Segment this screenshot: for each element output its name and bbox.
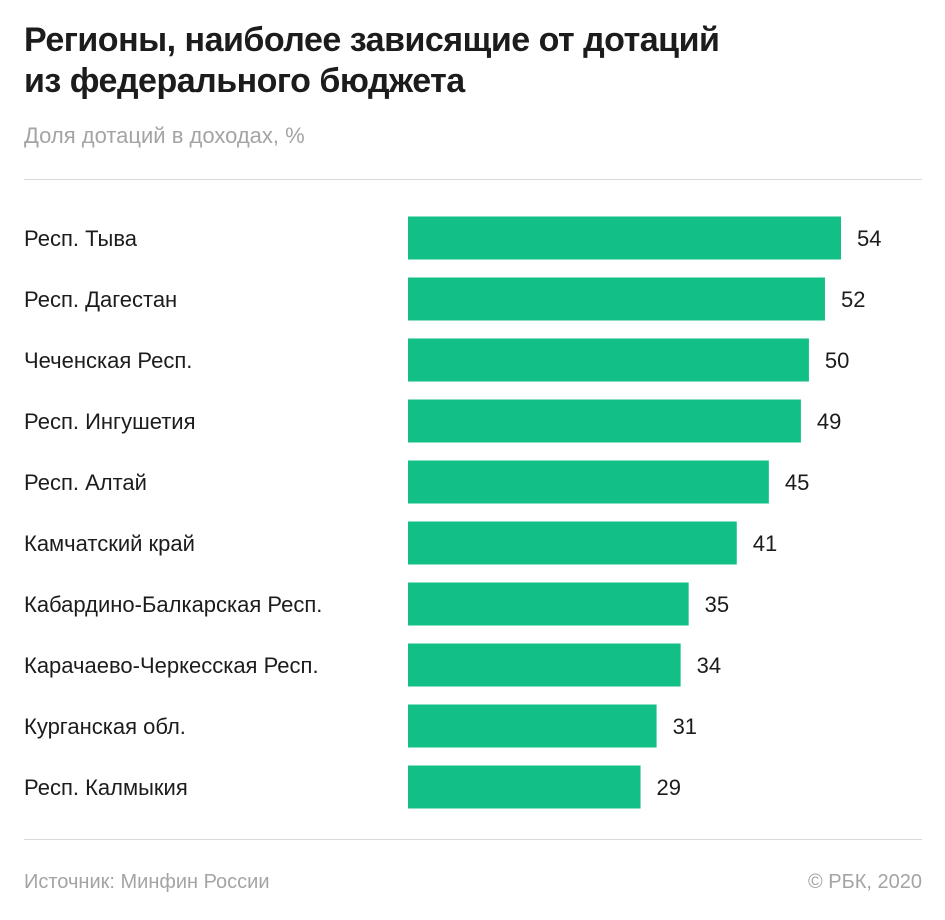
bar-row: Курганская обл. 31	[24, 704, 697, 748]
bar	[408, 582, 689, 626]
value-label: 52	[841, 287, 865, 312]
category-label: Камчатский край	[24, 531, 195, 556]
value-label: 29	[657, 775, 681, 800]
value-label: 54	[857, 226, 881, 251]
bottom-divider	[24, 839, 922, 840]
category-label: Респ. Ингушетия	[24, 409, 196, 434]
value-label: 31	[673, 714, 697, 739]
top-divider	[24, 179, 922, 180]
chart-title-line-1: Регионы, наиболее зависящие от дотаций	[24, 21, 720, 59]
bar	[408, 521, 737, 565]
category-label: Респ. Тыва	[24, 226, 138, 251]
value-label: 34	[697, 653, 721, 678]
category-label: Карачаево-Черкесская Респ.	[24, 653, 319, 678]
bar	[408, 460, 769, 504]
bar-row: Респ. Алтай 45	[24, 460, 809, 504]
bar	[408, 643, 681, 687]
category-label: Чеченская Респ.	[24, 348, 192, 373]
value-label: 45	[785, 470, 809, 495]
category-label: Респ. Дагестан	[24, 287, 177, 312]
value-label: 35	[705, 592, 729, 617]
chart-title-line-2: из федерального бюджета	[24, 62, 465, 100]
source-note: Источник: Минфин России	[24, 871, 270, 893]
bar-row: Респ. Калмыкия 29	[24, 765, 681, 809]
bar-row: Чеченская Респ. 50	[24, 338, 849, 382]
copyright-note: © РБК, 2020	[807, 871, 922, 893]
bar	[408, 277, 825, 321]
bar	[408, 399, 801, 443]
bar-row: Респ. Тыва 54	[24, 216, 881, 260]
bar	[408, 338, 809, 382]
chart-title: Регионы, наиболее зависящие от дотаций и…	[24, 20, 924, 102]
value-label: 50	[825, 348, 849, 373]
category-label: Респ. Алтай	[24, 470, 147, 495]
bar	[408, 216, 841, 260]
bar-row: Респ. Ингушетия 49	[24, 399, 841, 443]
category-label: Респ. Калмыкия	[24, 775, 188, 800]
value-label: 49	[817, 409, 841, 434]
bar	[408, 704, 657, 748]
bar-row: Респ. Дагестан 52	[24, 277, 865, 321]
bar	[408, 765, 641, 809]
bar-row: Кабардино-Балкарская Респ. 35	[24, 582, 729, 626]
chart-subtitle: Доля дотаций в доходах, %	[24, 123, 305, 148]
category-label: Курганская обл.	[24, 714, 186, 739]
bar-row: Камчатский край 41	[24, 521, 777, 565]
bar-row: Карачаево-Черкесская Респ. 34	[24, 643, 721, 687]
category-label: Кабардино-Балкарская Респ.	[24, 592, 322, 617]
value-label: 41	[753, 531, 777, 556]
